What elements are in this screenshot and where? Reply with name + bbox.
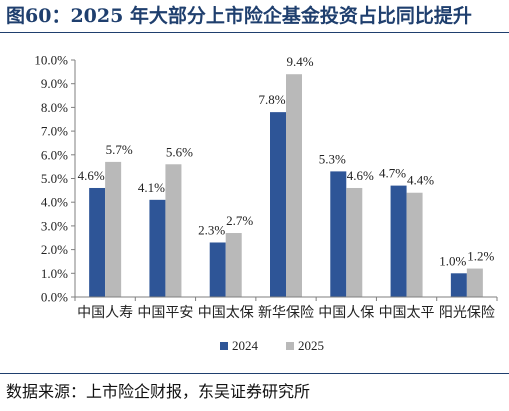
bar-2024: [330, 171, 347, 297]
data-label-2024: 4.7%: [379, 166, 406, 181]
data-label-2024: 7.8%: [258, 92, 285, 107]
bar-chart: 0.0% 1.0% 2.0% 3.0% 4.0% 5.0% 6.0% 7.0% 8.0% 9.0%…: [34, 53, 498, 353]
data-label-2024: 4.6%: [78, 168, 105, 183]
y-tick-label: 6.0%: [41, 147, 68, 162]
bar-2025: [466, 268, 483, 297]
bars: [89, 74, 483, 297]
bar-2025: [105, 161, 122, 297]
y-tick-label: 5.0%: [41, 171, 68, 186]
data-label-2025: 4.6%: [347, 168, 374, 183]
legend-swatch-2025: [286, 342, 294, 350]
x-category-label: 中国太平: [379, 305, 435, 321]
y-tick-label: 1.0%: [41, 266, 68, 281]
chart-title: 图60：2025 年大部分上市险企基金投资占比同比提升: [6, 5, 472, 27]
bar-2025: [406, 192, 423, 297]
x-category-label: 新华保险: [258, 305, 314, 321]
data-label-2024: 5.3%: [319, 151, 346, 166]
bar-2024: [209, 242, 226, 297]
bar-2024: [89, 187, 106, 297]
data-labels: 4.6%5.7%4.1%5.6%2.3%2.7%7.8%9.4%5.3%4.6%…: [78, 54, 495, 268]
bar-2025: [286, 74, 302, 297]
data-label-2024: 1.0%: [439, 253, 466, 268]
bar-2024: [270, 112, 286, 297]
x-category-label: 中国人寿: [77, 304, 133, 321]
bar-2024: [450, 273, 467, 297]
bar-2025: [225, 233, 242, 297]
source-note: 数据来源：上市险企财报，东吴证券研究所: [6, 382, 311, 401]
y-tick-label: 9.0%: [41, 76, 68, 91]
data-label-2025: 5.7%: [106, 142, 133, 157]
x-category-label: 中国平安: [137, 305, 193, 321]
bar-2024: [149, 199, 166, 297]
title-divider: [0, 32, 509, 33]
y-tick-label: 10.0%: [34, 53, 68, 68]
data-label-2024: 2.3%: [198, 222, 225, 237]
bar-2024: [390, 185, 407, 297]
data-label-2025: 1.2%: [467, 249, 494, 264]
bar-2025: [346, 187, 363, 297]
y-tick-label: 3.0%: [41, 218, 68, 233]
bar-2025: [165, 164, 182, 297]
x-category-label: 中国太保: [198, 305, 254, 321]
x-category-label: 中国人保: [318, 305, 374, 321]
legend-label-2024: 2024: [232, 338, 259, 353]
data-label-2025: 5.6%: [166, 144, 193, 159]
y-tick-label: 7.0%: [41, 124, 68, 139]
y-axis: 0.0% 1.0% 2.0% 3.0% 4.0% 5.0% 6.0% 7.0% 8.0% 9.0%…: [34, 53, 76, 305]
y-tick-label: 4.0%: [41, 195, 68, 210]
legend: 2024 2025: [220, 338, 324, 353]
data-label-2024: 4.1%: [138, 180, 165, 195]
legend-swatch-2024: [220, 342, 228, 350]
x-axis: 中国人寿 中国平安 中国太保 新华保险 中国人保 中国太平 阳光保险: [74, 296, 498, 321]
data-label-2025: 4.4%: [407, 173, 434, 188]
y-tick-label: 0.0%: [41, 290, 68, 305]
data-label-2025: 9.4%: [286, 54, 313, 69]
source-divider: [0, 373, 509, 374]
data-label-2025: 2.7%: [226, 213, 253, 228]
legend-label-2025: 2025: [298, 338, 324, 353]
x-category-label: 阳光保险: [439, 305, 495, 321]
y-tick-label: 2.0%: [41, 242, 68, 257]
y-tick-label: 8.0%: [41, 100, 68, 115]
